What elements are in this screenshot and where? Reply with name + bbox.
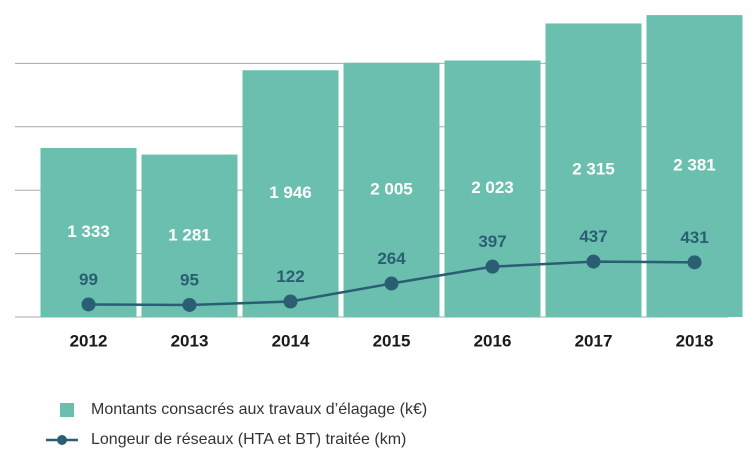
line-value-label: 431 [680, 228, 708, 247]
line-value-label: 264 [377, 249, 406, 268]
bar-value-label: 1 281 [168, 225, 211, 244]
bar-value-label: 2 381 [673, 156, 716, 175]
bar-value-label: 2 005 [370, 179, 413, 198]
bar-value-label: 1 946 [269, 183, 312, 202]
bar [141, 154, 238, 317]
bar-value-label: 2 315 [572, 160, 615, 179]
line-value-label: 397 [478, 232, 506, 251]
legend-swatch [60, 403, 74, 417]
bar [444, 60, 541, 317]
x-tick-label: 2013 [171, 331, 209, 350]
line-point [586, 254, 601, 269]
line-value-label: 122 [276, 267, 304, 286]
legend-label: Longeur de réseaux (HTA et BT) traitée (… [91, 431, 406, 448]
x-tick-label: 2014 [272, 331, 310, 350]
x-tick-label: 2015 [373, 331, 411, 350]
x-tick-label: 2016 [474, 331, 512, 350]
line-point [81, 297, 96, 312]
line-point [687, 255, 702, 270]
x-tick-label: 2018 [676, 331, 714, 350]
bar [242, 70, 339, 318]
legend-swatch [57, 435, 67, 445]
line-value-label: 95 [180, 270, 199, 289]
bar [40, 147, 137, 317]
line-value-label: 99 [79, 270, 98, 289]
line-point [485, 259, 500, 274]
line-point [384, 276, 399, 291]
bar [343, 62, 440, 318]
legend-label: Montants consacrés aux travaux d’élagage… [91, 401, 427, 418]
x-tick-label: 2012 [70, 331, 108, 350]
bar-value-label: 1 333 [67, 222, 110, 241]
x-tick-label: 2017 [575, 331, 613, 350]
line-value-label: 437 [579, 227, 607, 246]
line-point [283, 294, 298, 309]
bar-value-label: 2 023 [471, 178, 514, 197]
line-point [182, 297, 197, 312]
